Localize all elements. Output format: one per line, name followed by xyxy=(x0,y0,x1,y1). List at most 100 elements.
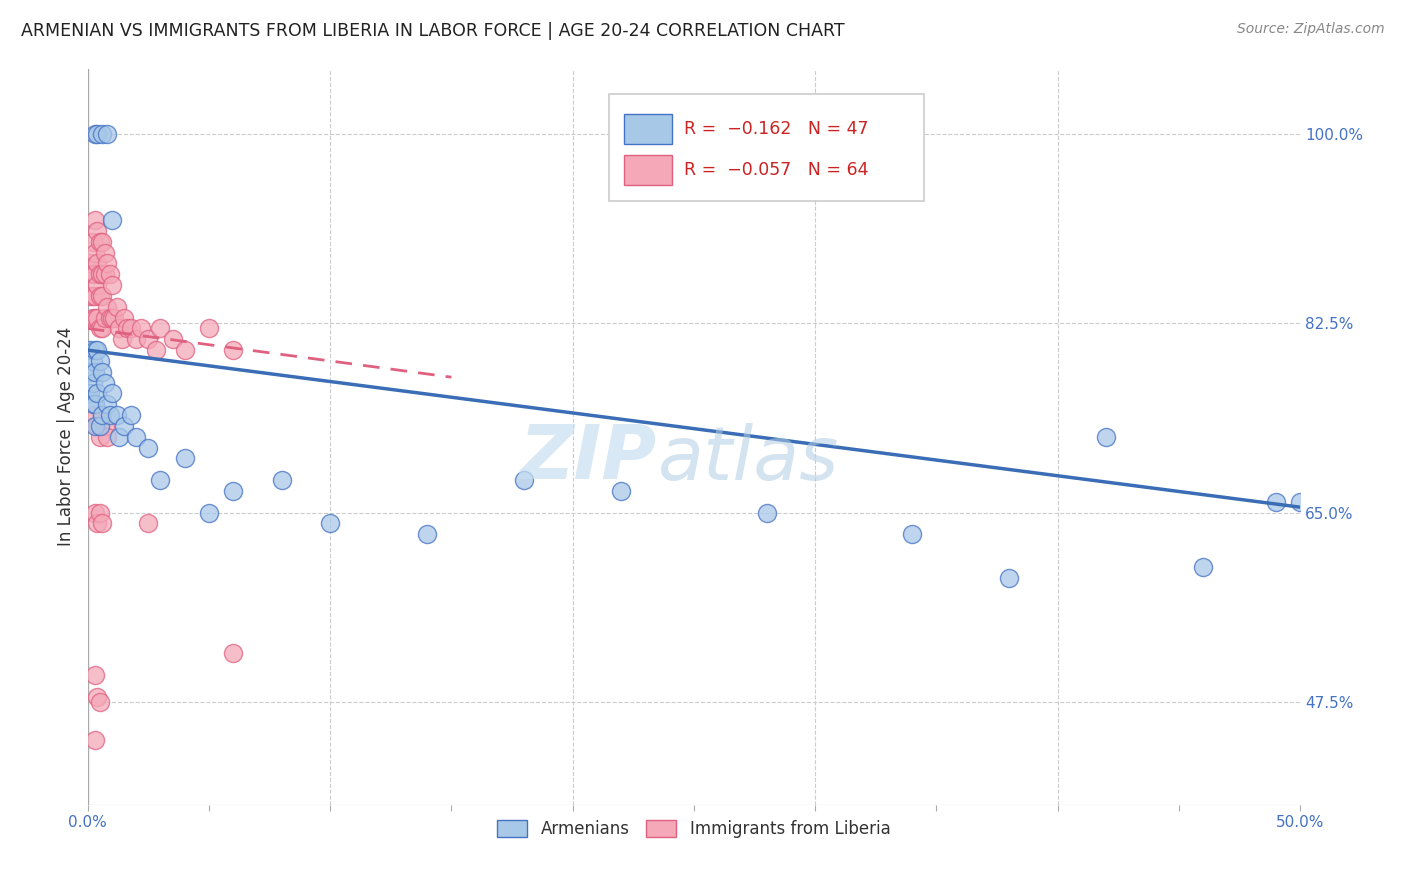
Point xyxy=(96,397,118,411)
Point xyxy=(84,506,107,520)
Point xyxy=(89,235,111,249)
Point xyxy=(82,376,104,390)
Point xyxy=(103,310,125,325)
Point xyxy=(1192,559,1215,574)
Point xyxy=(86,224,108,238)
Point xyxy=(84,310,107,325)
Point xyxy=(96,127,118,141)
Point xyxy=(84,245,107,260)
FancyBboxPatch shape xyxy=(623,155,672,185)
Point xyxy=(513,473,536,487)
Point xyxy=(101,386,124,401)
Point xyxy=(998,570,1021,584)
Point xyxy=(93,419,115,434)
Point xyxy=(96,430,118,444)
Point xyxy=(198,506,221,520)
Point xyxy=(96,256,118,270)
Point xyxy=(129,321,152,335)
Point xyxy=(86,386,108,401)
Point xyxy=(79,289,101,303)
Point xyxy=(91,235,114,249)
Point xyxy=(98,268,121,282)
Text: ZIP: ZIP xyxy=(520,422,658,495)
Point xyxy=(108,430,131,444)
Point xyxy=(1289,494,1312,508)
Point xyxy=(173,343,195,358)
Point xyxy=(173,451,195,466)
Point xyxy=(222,646,245,660)
Point xyxy=(84,268,107,282)
Point xyxy=(89,321,111,335)
Point xyxy=(108,321,131,335)
Point xyxy=(89,268,111,282)
Point xyxy=(84,213,107,227)
Point xyxy=(222,343,245,358)
Point xyxy=(96,300,118,314)
Point xyxy=(84,733,107,747)
Point xyxy=(91,321,114,335)
Point xyxy=(101,278,124,293)
FancyBboxPatch shape xyxy=(623,114,672,144)
Point xyxy=(319,516,342,531)
Point xyxy=(89,506,111,520)
Point xyxy=(91,408,114,422)
Point xyxy=(86,690,108,704)
Point xyxy=(84,365,107,379)
Point xyxy=(901,527,924,541)
Point xyxy=(89,695,111,709)
Point xyxy=(91,408,114,422)
Point xyxy=(111,332,134,346)
Point xyxy=(89,354,111,368)
Point xyxy=(270,473,292,487)
FancyBboxPatch shape xyxy=(609,95,924,201)
Point xyxy=(84,343,107,358)
Text: R =  −0.057   N = 64: R = −0.057 N = 64 xyxy=(685,161,869,179)
Point xyxy=(84,419,107,434)
Point xyxy=(610,483,633,498)
Point xyxy=(98,408,121,422)
Point xyxy=(149,473,172,487)
Point xyxy=(1095,430,1118,444)
Point xyxy=(105,300,128,314)
Text: Source: ZipAtlas.com: Source: ZipAtlas.com xyxy=(1237,22,1385,37)
Point xyxy=(86,343,108,358)
Point xyxy=(755,506,778,520)
Y-axis label: In Labor Force | Age 20-24: In Labor Force | Age 20-24 xyxy=(58,327,75,547)
Point xyxy=(145,343,167,358)
Point xyxy=(1264,494,1286,508)
Point xyxy=(149,321,172,335)
Point xyxy=(89,430,111,444)
Point xyxy=(136,516,159,531)
Point xyxy=(82,310,104,325)
Point xyxy=(91,365,114,379)
Point xyxy=(91,127,114,141)
Point xyxy=(120,321,142,335)
Text: R =  −0.162   N = 47: R = −0.162 N = 47 xyxy=(685,120,869,138)
Point xyxy=(86,310,108,325)
Point xyxy=(136,332,159,346)
Point xyxy=(91,268,114,282)
Legend: Armenians, Immigrants from Liberia: Armenians, Immigrants from Liberia xyxy=(491,813,897,845)
Point xyxy=(84,408,107,422)
Point xyxy=(82,397,104,411)
Point xyxy=(82,289,104,303)
Point xyxy=(79,365,101,379)
Point xyxy=(125,332,148,346)
Point xyxy=(82,268,104,282)
Point xyxy=(93,376,115,390)
Text: ARMENIAN VS IMMIGRANTS FROM LIBERIA IN LABOR FORCE | AGE 20-24 CORRELATION CHART: ARMENIAN VS IMMIGRANTS FROM LIBERIA IN L… xyxy=(21,22,845,40)
Point xyxy=(79,386,101,401)
Point xyxy=(120,408,142,422)
Point xyxy=(89,289,111,303)
Point xyxy=(84,289,107,303)
Point xyxy=(91,516,114,531)
Point xyxy=(91,289,114,303)
Point xyxy=(79,343,101,358)
Point xyxy=(82,235,104,249)
Point xyxy=(86,516,108,531)
Point xyxy=(101,213,124,227)
Point xyxy=(198,321,221,335)
Point xyxy=(79,256,101,270)
Point xyxy=(125,430,148,444)
Point xyxy=(101,310,124,325)
